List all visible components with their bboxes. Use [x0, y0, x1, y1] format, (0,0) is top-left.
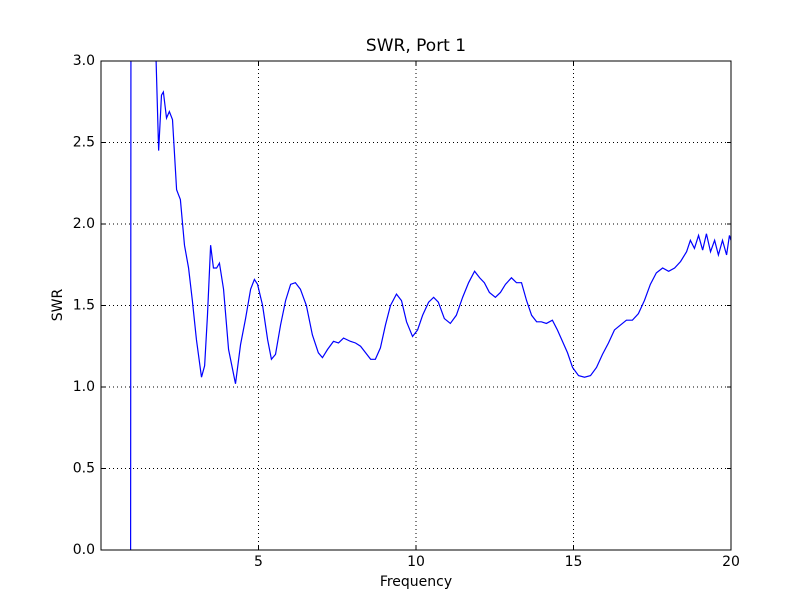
y-tick-label: 3.0 — [73, 53, 95, 69]
y-axis-label: SWR — [50, 289, 66, 322]
chart-title: SWR, Port 1 — [366, 36, 466, 56]
plot-frame — [100, 60, 732, 551]
x-tick-label: 10 — [407, 554, 425, 570]
x-tick-label: 5 — [254, 554, 263, 570]
y-tick-label: 1.0 — [73, 379, 95, 395]
x-tick-label: 15 — [565, 554, 583, 570]
y-tick-label: 2.5 — [73, 135, 95, 151]
y-tick-label: 0.5 — [73, 461, 95, 477]
y-tick-label: 1.5 — [73, 298, 95, 314]
y-tick-label: 0.0 — [73, 542, 95, 558]
x-tick-label: 20 — [722, 554, 740, 570]
data-line — [130, 61, 731, 550]
y-tick-label: 2.0 — [73, 216, 95, 232]
x-axis-label: Frequency — [380, 574, 452, 590]
